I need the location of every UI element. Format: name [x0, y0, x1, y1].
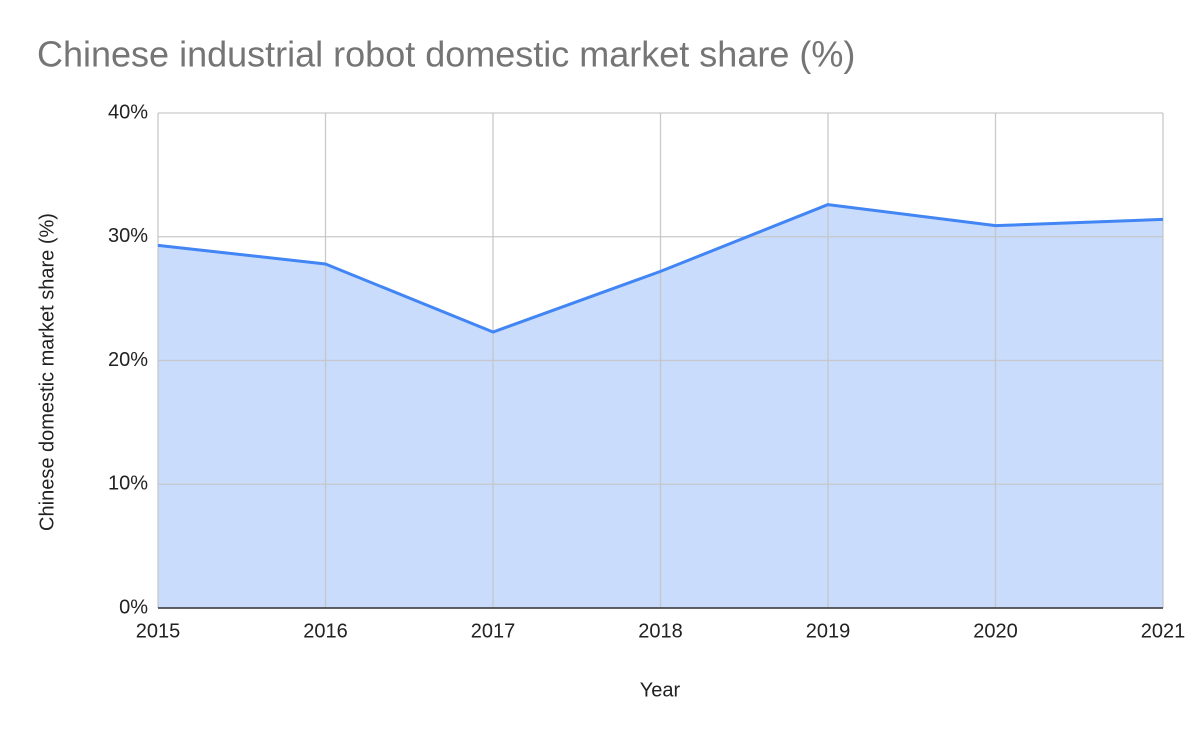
y-tick-label: 30% — [108, 225, 148, 247]
line — [157, 203, 1164, 334]
x-axis-label: Year — [640, 679, 681, 701]
x-tick-label: 2020 — [973, 620, 1018, 642]
x-tick-label: 2015 — [136, 620, 181, 642]
y-tick-label: 10% — [108, 473, 148, 495]
x-tick-label: 2018 — [638, 620, 683, 642]
y-tick-label: 20% — [108, 349, 148, 371]
x-tick-label: 2021 — [1141, 620, 1186, 642]
x-tick-label: 2019 — [806, 620, 851, 642]
x-tick-label: 2017 — [471, 620, 516, 642]
y-tick-label: 40% — [108, 101, 148, 123]
x-tick-label: 2016 — [303, 620, 348, 642]
chart-title: Chinese industrial robot domestic market… — [37, 34, 855, 75]
y-axis-label: Chinese domestic market share (%) — [36, 213, 58, 531]
y-tick-label: 0% — [119, 596, 148, 618]
